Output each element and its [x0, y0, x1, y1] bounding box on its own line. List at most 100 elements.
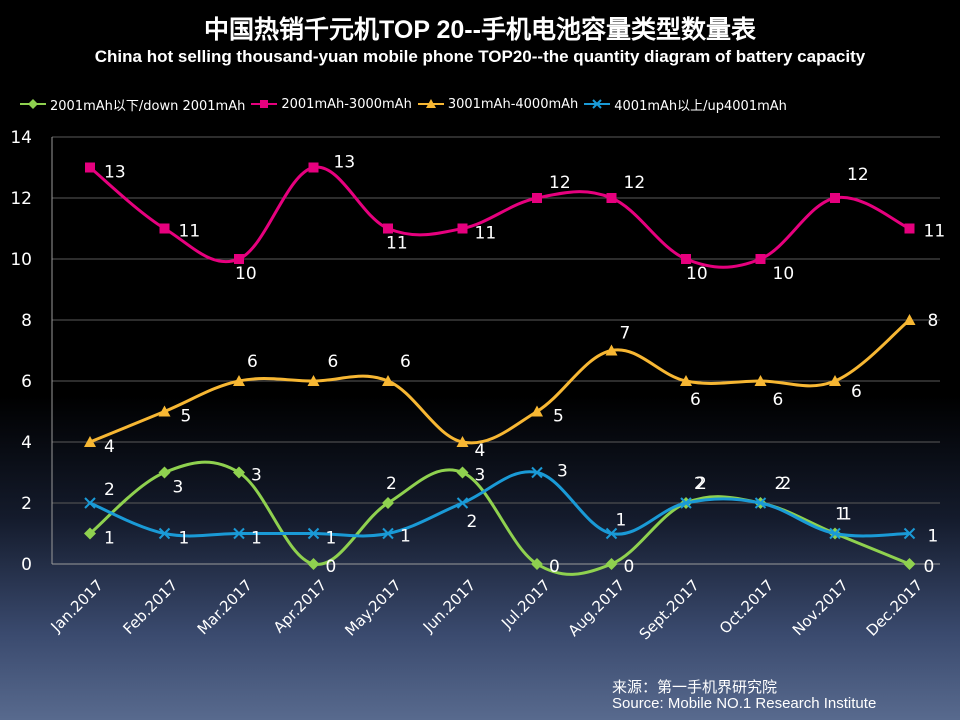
data-label: 6 — [328, 352, 339, 372]
x-tick-label: Jul.2017 — [497, 576, 554, 633]
x-tick-label: Sept.2017 — [636, 576, 703, 643]
data-point — [234, 254, 244, 264]
data-point — [605, 344, 618, 356]
data-label: 7 — [620, 324, 631, 344]
data-point — [531, 558, 543, 570]
data-label: 10 — [773, 264, 795, 284]
data-label: 0 — [924, 557, 935, 577]
data-point — [531, 405, 543, 417]
data-point — [382, 375, 394, 386]
data-point — [903, 558, 916, 570]
data-label: 1 — [326, 529, 337, 549]
data-point — [829, 527, 841, 540]
data-label: 2 — [467, 512, 478, 532]
legend-swatch-icon — [584, 99, 611, 109]
data-label: 0 — [624, 557, 635, 577]
data-label: 1 — [835, 505, 846, 525]
data-point — [308, 162, 319, 173]
legend-swatch-icon — [417, 99, 444, 108]
x-tick-label: Mar.2017 — [194, 576, 256, 638]
data-point — [456, 497, 469, 509]
data-label: 2 — [694, 474, 705, 494]
data-label: 2 — [386, 474, 397, 494]
data-point — [606, 193, 617, 203]
legend-swatch-icon — [20, 99, 46, 109]
data-point — [159, 223, 170, 234]
data-point — [829, 375, 841, 386]
data-point — [383, 223, 393, 234]
data-point — [755, 254, 766, 264]
data-point — [605, 558, 618, 570]
legend-label: 2001mAh以下/down 2001mAh — [50, 98, 246, 114]
data-label: 0 — [549, 557, 560, 577]
data-label: 4 — [475, 441, 486, 461]
series-line — [89, 165, 911, 269]
data-point — [680, 375, 692, 386]
data-label: 1 — [616, 511, 627, 531]
data-point — [307, 527, 320, 540]
source-note-en: Source: Mobile NO.1 Research Institute — [612, 695, 877, 712]
data-point — [382, 527, 394, 540]
data-label: 6 — [400, 352, 411, 372]
x-tick-label: Aug.2017 — [565, 576, 629, 640]
data-point — [382, 497, 394, 509]
data-label: 6 — [247, 352, 258, 372]
y-tick-label: 14 — [10, 128, 32, 148]
legend-label: 2001mAh-3000mAh — [281, 96, 412, 112]
x-tick-label: Apr.2017 — [270, 576, 330, 636]
series-line — [89, 470, 910, 538]
data-label: 13 — [334, 153, 356, 173]
y-tick-label: 8 — [21, 311, 32, 331]
data-label: 12 — [624, 173, 646, 193]
y-tick-label: 2 — [21, 494, 32, 514]
y-tick-label: 12 — [10, 189, 32, 209]
data-label: 1 — [841, 505, 852, 525]
data-label: 0 — [326, 557, 337, 577]
data-label: 11 — [924, 222, 946, 242]
data-point — [456, 436, 469, 447]
data-label: 1 — [104, 529, 115, 549]
legend-label: 3001mAh-4000mAh — [447, 96, 579, 112]
data-label: 3 — [557, 462, 568, 482]
legend-label: 4001mAh以上/up4001mAh — [614, 98, 787, 114]
data-point — [307, 558, 320, 570]
data-point — [233, 527, 245, 540]
y-tick-label: 10 — [10, 250, 32, 270]
data-point — [754, 375, 767, 386]
data-point — [85, 162, 95, 173]
data-label: 2 — [104, 480, 115, 500]
data-point — [158, 405, 171, 417]
data-point — [233, 466, 245, 479]
data-label: 2 — [781, 474, 792, 494]
data-label: 1 — [928, 527, 939, 547]
legend-item: 3001mAh-4000mAh — [417, 96, 579, 112]
x-tick-label: Jun.2017 — [419, 576, 479, 636]
data-label: 2 — [696, 474, 707, 494]
data-label: 6 — [690, 390, 701, 410]
legend-item: 2001mAh以下/down 2001mAh — [20, 95, 245, 114]
data-point — [158, 527, 171, 540]
y-tick-label: 6 — [21, 372, 32, 392]
data-label: 11 — [386, 234, 408, 254]
y-tick-label: 0 — [21, 555, 32, 575]
data-point — [681, 254, 691, 264]
data-label: 10 — [235, 264, 257, 284]
x-tick-label: Feb.2017 — [119, 576, 181, 638]
source-note-cn: 来源：第一手机界研究院 — [612, 679, 778, 696]
data-label: 12 — [549, 173, 571, 193]
data-point — [158, 466, 171, 479]
chart-legend: 2001mAh以下/down 2001mAh 2001mAh-3000mAh 300… — [20, 92, 950, 116]
x-tick-label: Oct.2017 — [716, 576, 777, 637]
data-point — [830, 193, 840, 203]
chart-title: 中国热销千元机TOP 20--手机电池容量类型数量表 — [204, 16, 756, 44]
legend-item: 4001mAh以上/up4001mAh — [584, 95, 787, 114]
data-point — [903, 314, 916, 325]
data-label: 1 — [179, 529, 190, 549]
data-label: 6 — [773, 390, 784, 410]
y-tick-label: 4 — [21, 433, 32, 453]
x-tick-label: Jan.2017 — [47, 576, 107, 636]
data-point — [233, 375, 245, 386]
data-point — [456, 466, 469, 479]
legend-item: 2001mAh-3000mAh — [251, 96, 412, 112]
